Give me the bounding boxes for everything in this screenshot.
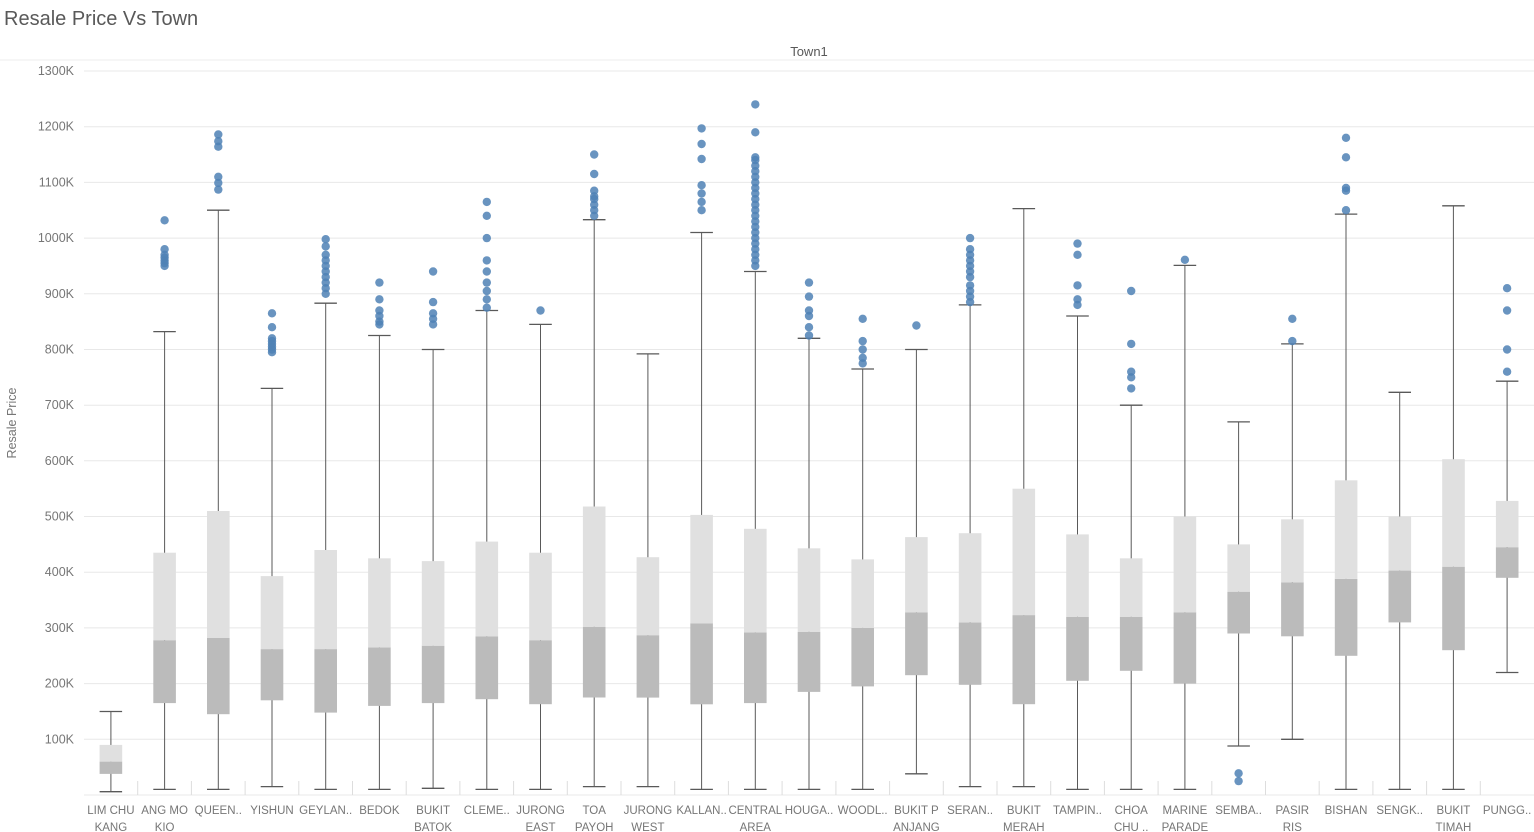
svg-text:BUKIT: BUKIT xyxy=(1007,805,1041,817)
svg-text:SEMBA..: SEMBA.. xyxy=(1215,805,1262,817)
svg-text:KANG: KANG xyxy=(95,822,128,832)
svg-text:KIO: KIO xyxy=(155,822,175,832)
svg-text:QUEEN..: QUEEN.. xyxy=(195,805,242,817)
svg-text:Town1: Town1 xyxy=(790,44,828,59)
svg-text:TAMPIN..: TAMPIN.. xyxy=(1053,805,1102,817)
svg-text:BEDOK: BEDOK xyxy=(359,805,400,817)
svg-text:Resale Price: Resale Price xyxy=(5,388,19,459)
svg-text:1100K: 1100K xyxy=(39,175,75,189)
svg-text:PUNGG..: PUNGG.. xyxy=(1483,805,1532,817)
svg-text:SENGK..: SENGK.. xyxy=(1376,805,1423,817)
svg-text:1000K: 1000K xyxy=(38,231,75,245)
svg-text:TIMAH: TIMAH xyxy=(1436,822,1472,832)
svg-text:TOA: TOA xyxy=(582,805,606,817)
svg-text:BUKIT: BUKIT xyxy=(416,805,450,817)
svg-text:MARINE: MARINE xyxy=(1163,805,1208,817)
svg-text:JURONG: JURONG xyxy=(516,805,565,817)
svg-text:100K: 100K xyxy=(45,732,75,746)
svg-text:KALLAN..: KALLAN.. xyxy=(676,805,727,817)
svg-text:1300K: 1300K xyxy=(38,64,75,78)
svg-text:LIM CHU: LIM CHU xyxy=(87,805,134,817)
svg-text:WEST: WEST xyxy=(631,822,664,832)
svg-text:BUKIT P: BUKIT P xyxy=(894,805,939,817)
svg-text:1200K: 1200K xyxy=(38,120,75,134)
svg-text:BISHAN: BISHAN xyxy=(1325,805,1368,817)
svg-text:PASIR: PASIR xyxy=(1275,805,1309,817)
svg-text:ANG MO: ANG MO xyxy=(141,805,188,817)
svg-text:PARADE: PARADE xyxy=(1162,822,1209,832)
svg-text:GEYLAN..: GEYLAN.. xyxy=(299,805,352,817)
svg-text:CENTRAL: CENTRAL xyxy=(728,805,782,817)
svg-text:PAYOH: PAYOH xyxy=(575,822,614,832)
svg-text:900K: 900K xyxy=(45,287,75,301)
svg-text:600K: 600K xyxy=(45,454,75,468)
svg-text:CHU ..: CHU .. xyxy=(1114,822,1149,832)
svg-text:400K: 400K xyxy=(45,565,75,579)
svg-text:BUKIT: BUKIT xyxy=(1436,805,1470,817)
svg-text:EAST: EAST xyxy=(525,822,555,832)
svg-text:SERAN..: SERAN.. xyxy=(947,805,993,817)
svg-text:MERAH: MERAH xyxy=(1003,822,1045,832)
svg-text:WOODL..: WOODL.. xyxy=(838,805,888,817)
svg-text:AREA: AREA xyxy=(740,822,772,832)
svg-text:CHOA: CHOA xyxy=(1115,805,1149,817)
svg-text:ANJANG: ANJANG xyxy=(893,822,940,832)
svg-text:JURONG: JURONG xyxy=(624,805,673,817)
svg-text:700K: 700K xyxy=(45,398,75,412)
svg-text:BATOK: BATOK xyxy=(414,822,452,832)
svg-text:300K: 300K xyxy=(45,621,75,635)
svg-text:HOUGA..: HOUGA.. xyxy=(785,805,834,817)
svg-text:YISHUN: YISHUN xyxy=(250,805,293,817)
svg-text:500K: 500K xyxy=(45,510,75,524)
svg-text:200K: 200K xyxy=(45,677,75,691)
svg-text:RIS: RIS xyxy=(1283,822,1303,832)
svg-text:800K: 800K xyxy=(45,343,75,357)
svg-text:CLEME..: CLEME.. xyxy=(464,805,510,817)
